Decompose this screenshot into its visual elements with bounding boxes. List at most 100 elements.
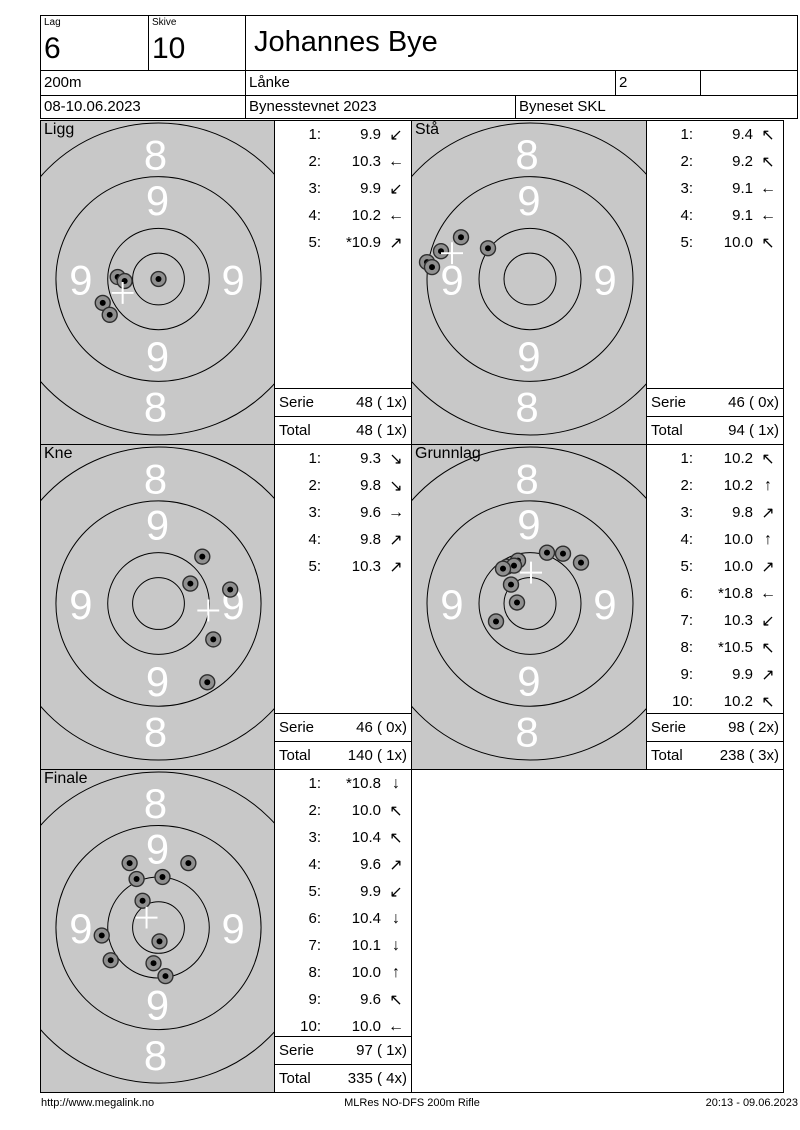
score-row: 3: 9.9 ↙: [275, 175, 411, 202]
score-row: 4: 9.1 ←: [647, 202, 783, 229]
target-graphic-kne: 899 998: [41, 446, 275, 761]
total-row: Total 335 ( 4x): [275, 1064, 411, 1092]
score-cell-kne: 1: 9.3 ↘ 2: 9.8 ↘ 3: 9.6 → 4: 9.8 ↗ 5: 10.3 ↗ Serie 46 (…: [274, 444, 412, 770]
shot-hole-center: [511, 562, 517, 569]
shot-direction-arrow: ↓: [392, 774, 400, 792]
event-name: Bynesstevnet 2023: [249, 98, 377, 115]
score-row: 2: 10.2 ↑: [647, 472, 783, 499]
event-cell: Bynesstevnet 2023: [245, 95, 516, 119]
ring-number-label: 8: [144, 1032, 167, 1079]
shot-direction-arrow: ↙: [389, 126, 403, 144]
shot-direction-arrow: ↗: [761, 666, 775, 684]
shot-hole-center: [514, 599, 520, 606]
score-row: 1: 10.2 ↖: [647, 445, 783, 472]
shot-direction-arrow: ↖: [389, 991, 403, 1009]
ring-circle-1: [107, 227, 210, 331]
shot-value: 10.3: [723, 612, 753, 629]
score-row: 5: 9.9 ↙: [275, 878, 411, 905]
shot-hole: [494, 560, 512, 577]
shot-direction-arrow: ←: [760, 584, 776, 602]
total-label: Total: [651, 747, 683, 764]
club-cell: Lånke: [245, 70, 616, 96]
shot-hole-center: [493, 618, 499, 625]
ring-number-label: 9: [517, 177, 540, 224]
club: Lånke: [249, 74, 290, 91]
serie-row: Serie 97 ( 1x): [275, 1036, 411, 1064]
score-row: 7: 10.3 ↙: [647, 607, 783, 634]
score-row: 5: 10.3 ↗: [275, 553, 411, 580]
shot-value: 10.2: [723, 477, 753, 494]
score-row: 10: 10.0 ←: [275, 1013, 411, 1036]
shot-hole: [116, 272, 133, 290]
ring-number-label: 8: [515, 384, 538, 431]
shot-hole: [128, 870, 145, 888]
shot-number: 10:: [300, 1018, 321, 1035]
shot-value: 10.0: [351, 1018, 381, 1035]
shot-list-kne: 1: 9.3 ↘ 2: 9.8 ↘ 3: 9.6 → 4: 9.8 ↗ 5: 10.3 ↗: [275, 445, 411, 713]
shot-value: 10.0: [351, 802, 381, 819]
shooter-name-cell: Johannes Bye: [245, 15, 798, 71]
serie-row: Serie 48 ( 1x): [275, 388, 411, 416]
serie-label: Serie: [279, 1042, 315, 1059]
shot-hole-center: [156, 938, 163, 945]
shot-hole-center: [185, 860, 192, 867]
shot-number: 1:: [680, 450, 693, 467]
shot-hole: [508, 594, 526, 611]
ring-circle-2: [55, 176, 262, 382]
shot-hole-center: [508, 581, 514, 588]
score-cell-ligg: 1: 9.9 ↙ 2: 10.3 ← 3: 9.9 ↙ 4: 10.2 ← 5: *10.9 ↗ Serie 4…: [274, 120, 412, 445]
shot-hole: [102, 952, 119, 969]
target-cell-kne: Kne 8 9 9 9 9 8: [40, 444, 276, 770]
shot-value: *10.8: [345, 775, 381, 792]
shot-hole: [199, 674, 216, 691]
dates-cell: 08-10.06.2023: [40, 95, 246, 119]
shot-hole: [538, 544, 556, 561]
shot-hole-center: [204, 679, 211, 686]
shot-direction-arrow: ↖: [389, 802, 403, 820]
shot-value: *10.9: [345, 234, 381, 251]
shot-hole-center: [560, 550, 566, 557]
score-row: 5: *10.9 ↗: [275, 229, 411, 256]
shot-number: 1:: [308, 126, 321, 143]
shot-direction-arrow: ↑: [392, 963, 400, 981]
serie-row: Serie 46 ( 0x): [647, 388, 783, 416]
shot-value: 10.0: [723, 531, 753, 548]
total-label: Total: [651, 422, 683, 439]
target-graphic-ligg: 899 998: [41, 122, 275, 436]
score-cell-grunnlag: 1: 10.2 ↖ 2: 10.2 ↑ 3: 9.8 ↗ 4: 10.0 ↑ 5: 10.0 ↗ 6: *10.…: [646, 444, 784, 770]
ring-circle-1: [107, 552, 210, 655]
shot-hole-center: [126, 860, 133, 867]
shot-direction-arrow: ↗: [761, 558, 775, 576]
shot-number: 1:: [308, 775, 321, 792]
shot-value: 10.0: [723, 234, 753, 251]
lag-cell: Lag 6: [40, 15, 149, 71]
ring-circle-3: [412, 446, 647, 761]
score-cell-st-: 1: 9.4 ↖ 2: 9.2 ↖ 3: 9.1 ← 4: 9.1 ← 5: 10.0 ↖ Serie 46 (…: [646, 120, 784, 445]
score-row: 10: 10.2 ↖: [647, 688, 783, 713]
ring-circle-3: [41, 122, 275, 436]
shot-value: 9.2: [732, 153, 753, 170]
shot-direction-arrow: ↖: [761, 639, 775, 657]
shot-number: 5:: [680, 558, 693, 575]
score-row: 4: 9.8 ↗: [275, 526, 411, 553]
score-row: 2: 10.0 ↖: [275, 797, 411, 824]
panel-title-st-: Stå: [415, 121, 440, 138]
shot-hole-center: [500, 565, 506, 572]
shot-direction-arrow: ↑: [764, 476, 772, 494]
shot-number: 4:: [308, 207, 321, 224]
shot-hole: [432, 243, 450, 260]
shot-hole: [145, 955, 162, 972]
shot-value: 10.0: [723, 558, 753, 575]
shot-direction-arrow: ↖: [389, 829, 403, 847]
skive-label: Skive: [152, 17, 177, 28]
shot-hole: [423, 258, 441, 276]
shot-number: 8:: [680, 639, 693, 656]
total-label: Total: [279, 747, 311, 764]
ring-number-label: 9: [146, 177, 169, 224]
shot-hole: [194, 548, 211, 565]
shot-number: 9:: [308, 991, 321, 1008]
shot-value: *10.8: [717, 585, 753, 602]
shooter-name: Johannes Bye: [254, 26, 438, 58]
shot-hole-center: [210, 636, 217, 643]
shot-direction-arrow: →: [388, 503, 404, 521]
